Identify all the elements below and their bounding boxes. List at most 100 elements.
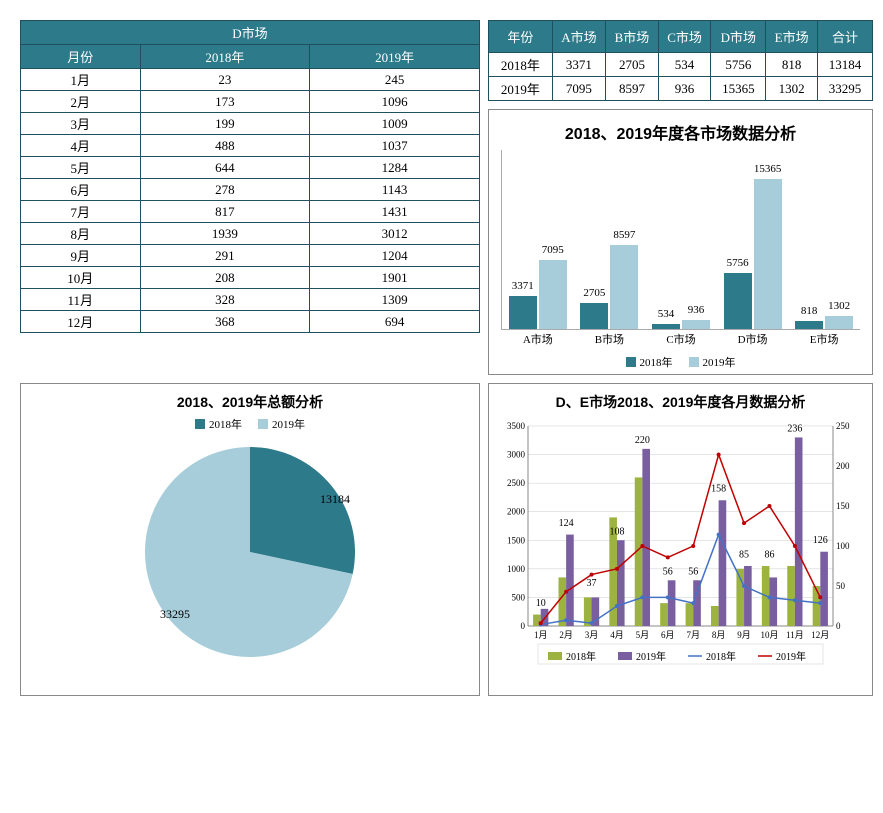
bar: 7095 <box>539 260 567 329</box>
svg-text:2019年: 2019年 <box>776 650 806 663</box>
bar-group: 27058597B市场 <box>574 245 646 329</box>
monthly-table: D市场 月份2018年2019年 1月232452月17310963月19910… <box>20 20 480 333</box>
svg-text:11月: 11月 <box>786 630 804 640</box>
combo-bar <box>787 566 795 626</box>
bar-value-label: 5756 <box>727 257 749 269</box>
table-row: 12月368694 <box>21 311 480 333</box>
table-header: 年份 <box>489 21 553 53</box>
pie-chart-title: 2018、2019年总额分析 <box>25 392 475 412</box>
bar: 936 <box>682 320 710 329</box>
pie-slice-label: 33295 <box>160 607 190 622</box>
table-row: 11月3281309 <box>21 289 480 311</box>
data-label: 124 <box>559 518 574 529</box>
data-label: 108 <box>609 527 624 538</box>
combo-line <box>541 535 821 625</box>
bar-group: 534936C市场 <box>645 320 717 329</box>
svg-text:6月: 6月 <box>661 630 675 640</box>
svg-text:100: 100 <box>836 541 850 551</box>
bar-value-label: 818 <box>801 305 818 317</box>
combo-bar <box>795 437 803 626</box>
combo-bar <box>769 577 777 626</box>
svg-text:150: 150 <box>836 501 850 511</box>
table-row: 5月6441284 <box>21 157 480 179</box>
svg-text:12月: 12月 <box>811 630 829 640</box>
pie-chart: 13184 33295 <box>130 432 370 672</box>
legend-item: 2019年 <box>689 354 736 370</box>
svg-text:2018年: 2018年 <box>706 650 736 663</box>
bar: 2705 <box>580 303 608 329</box>
legend-item: 2018年 <box>626 354 673 370</box>
bar-value-label: 1302 <box>828 300 850 312</box>
data-label: 85 <box>739 549 749 560</box>
summary-table-panel: 年份A市场B市场C市场D市场E市场合计 2018年337127055345756… <box>488 20 873 101</box>
bar-value-label: 2705 <box>583 287 605 299</box>
combo-bar <box>813 586 821 626</box>
bar: 8597 <box>610 245 638 329</box>
table-header: C市场 <box>658 21 711 53</box>
table-header: A市场 <box>552 21 606 53</box>
combo-bar <box>686 603 694 626</box>
category-label: C市场 <box>645 331 717 347</box>
bar-chart-title: 2018、2019年度各市场数据分析 <box>493 120 868 144</box>
combo-bar <box>660 603 668 626</box>
table-row: 3月1991009 <box>21 113 480 135</box>
data-label: 220 <box>635 435 650 446</box>
combo-bar <box>668 580 676 626</box>
combo-chart-panel: D、E市场2018、2019年度各月数据分析 05001000150020002… <box>488 383 873 696</box>
bar-chart: 33717095A市场27058597B市场534936C市场 5756 15365… <box>501 150 860 330</box>
svg-text:9月: 9月 <box>737 630 751 640</box>
data-label: 236 <box>787 424 802 435</box>
combo-bar <box>566 535 574 626</box>
table-row: 7月8171431 <box>21 201 480 223</box>
table-row: 6月2781143 <box>21 179 480 201</box>
table-row: 1月23245 <box>21 69 480 91</box>
table-row: 4月4881037 <box>21 135 480 157</box>
table-row: 9月2911204 <box>21 245 480 267</box>
svg-text:0: 0 <box>836 621 841 631</box>
table-row: 8月19393012 <box>21 223 480 245</box>
table-row: 10月2081901 <box>21 267 480 289</box>
table-row: 2019年7095859793615365130233295 <box>489 77 873 101</box>
bar-group: 8181302E市场 <box>788 316 860 329</box>
svg-text:3000: 3000 <box>507 450 526 460</box>
combo-bar <box>642 449 650 626</box>
svg-text:10月: 10月 <box>760 630 778 640</box>
bar: 15365 <box>754 179 782 329</box>
combo-legend: 2018年2019年2018年2019年 <box>548 650 806 663</box>
combo-bar <box>711 606 719 626</box>
data-label: 56 <box>688 567 698 578</box>
pie-slice-label: 13184 <box>320 492 350 507</box>
data-label: 10 <box>536 598 546 609</box>
monthly-table-title: D市场 <box>21 21 480 45</box>
bar: 818 <box>795 321 823 329</box>
combo-chart-title: D、E市场2018、2019年度各月数据分析 <box>493 392 868 412</box>
svg-text:7月: 7月 <box>686 630 700 640</box>
table-row: 2月1731096 <box>21 91 480 113</box>
bar-value-label: 15365 <box>754 163 782 175</box>
svg-text:5月: 5月 <box>636 630 650 640</box>
bar-value-label: 7095 <box>542 244 564 256</box>
pie-slice <box>250 447 355 574</box>
table-header: D市场 <box>711 21 766 53</box>
svg-text:8月: 8月 <box>712 630 726 640</box>
table-header: 2018年 <box>140 45 310 69</box>
svg-text:2019年: 2019年 <box>636 650 666 663</box>
category-label: A市场 <box>502 331 574 347</box>
svg-text:1500: 1500 <box>507 535 526 545</box>
monthly-table-panel: D市场 月份2018年2019年 1月232452月17310963月19910… <box>20 20 480 375</box>
combo-bar <box>744 566 752 626</box>
combo-bar <box>617 540 625 626</box>
svg-text:2500: 2500 <box>507 478 526 488</box>
summary-table: 年份A市场B市场C市场D市场E市场合计 2018年337127055345756… <box>488 20 873 101</box>
table-header: E市场 <box>766 21 818 53</box>
legend-item: 2018年 <box>195 416 242 432</box>
bar-group: 575615365D市场 <box>717 179 789 329</box>
table-header: B市场 <box>606 21 659 53</box>
svg-text:500: 500 <box>512 592 526 602</box>
svg-text:2月: 2月 <box>559 630 573 640</box>
data-label: 37 <box>587 578 597 589</box>
svg-text:3月: 3月 <box>585 630 599 640</box>
svg-text:1000: 1000 <box>507 564 526 574</box>
bar-group: 33717095A市场 <box>502 260 574 329</box>
bar-value-label: 534 <box>658 308 675 320</box>
